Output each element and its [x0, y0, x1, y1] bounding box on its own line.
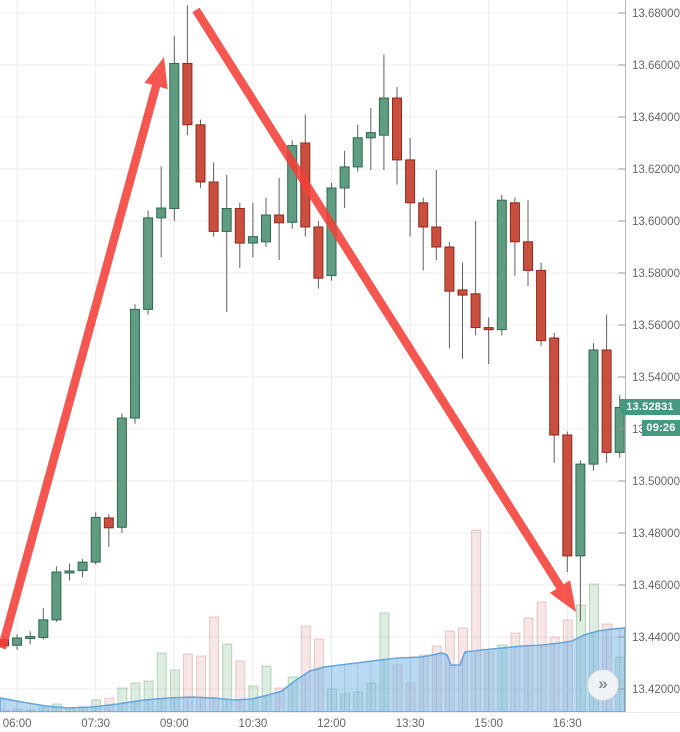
candle-body	[156, 207, 167, 219]
price-tick-label: 13.58000	[632, 268, 680, 280]
price-tick-label: 13.56000	[632, 320, 680, 332]
candle-body	[64, 570, 75, 574]
candle-body	[405, 159, 416, 204]
candle-body	[130, 308, 140, 419]
double-chevron-right-icon: »	[598, 674, 608, 693]
price-tick-label: 13.68000	[632, 8, 680, 20]
candle-countdown-badge: 09:26	[642, 420, 680, 436]
candle-body	[339, 166, 350, 189]
up-trend-arrow	[0, 57, 168, 650]
candle-body	[562, 434, 573, 557]
candle-body	[182, 62, 193, 126]
candle-body	[457, 289, 468, 296]
current-price-badge: 13.52831	[620, 399, 680, 415]
price-tick-label: 13.62000	[632, 164, 680, 176]
candle-body	[77, 561, 88, 571]
price-tick-label: 13.44000	[632, 632, 680, 644]
candle-body	[12, 637, 23, 646]
time-tick-label: 16:30	[553, 718, 582, 730]
candle-body	[431, 226, 442, 248]
candle-body	[418, 202, 429, 228]
time-tick-label: 06:00	[3, 718, 32, 730]
candle-body	[274, 214, 285, 224]
candle-body	[169, 62, 180, 210]
time-tick-label: 09:00	[160, 718, 189, 730]
candle-body	[38, 619, 49, 639]
price-tick-label: 13.48000	[632, 528, 680, 540]
candle-body	[352, 137, 363, 168]
cumulative-volume-area	[0, 627, 626, 713]
candle-body	[90, 516, 101, 563]
time-tick-label: 07:30	[81, 718, 110, 730]
time-tick-label: 10:30	[239, 718, 268, 730]
candle-body	[247, 236, 258, 244]
price-tick-label: 13.66000	[632, 60, 680, 72]
candle-body	[234, 208, 245, 244]
candle-body	[470, 293, 481, 329]
candle-body	[365, 132, 376, 139]
candle-body	[25, 635, 36, 639]
candle-body	[536, 269, 547, 342]
time-tick-label: 12:00	[317, 718, 346, 730]
expand-panel-button[interactable]: »	[587, 669, 619, 701]
candle-body	[116, 417, 127, 528]
time-tick-label: 15:00	[474, 718, 503, 730]
candle-body	[523, 241, 533, 271]
candle-body	[195, 124, 206, 183]
down-trend-arrow	[192, 7, 576, 612]
candle-body	[509, 202, 520, 243]
price-tick-label: 13.42000	[632, 684, 680, 696]
candle-body	[444, 246, 455, 292]
candle-body	[378, 97, 389, 136]
candle-body	[496, 199, 507, 331]
candle-body	[51, 571, 62, 621]
candle-body	[392, 97, 402, 161]
price-tick-label: 13.60000	[632, 216, 680, 228]
price-tick-label: 13.46000	[632, 580, 680, 592]
candle-body	[208, 181, 219, 232]
candle-body	[103, 517, 114, 529]
candle-body	[143, 217, 154, 310]
candle-body	[549, 337, 560, 436]
candle-body	[588, 349, 599, 465]
time-tick-label: 13:30	[396, 718, 425, 730]
candle-body	[313, 226, 324, 279]
price-tick-label: 13.50000	[632, 476, 680, 488]
price-tick-label: 13.64000	[632, 112, 680, 124]
price-tick-label: 13.54000	[632, 372, 680, 384]
candle-body	[483, 327, 494, 331]
candle-body	[575, 463, 586, 557]
candle-body	[261, 214, 271, 243]
candle-body	[287, 145, 298, 223]
candle-body	[221, 208, 232, 232]
candle-body	[614, 406, 625, 453]
candle-body	[601, 349, 612, 453]
